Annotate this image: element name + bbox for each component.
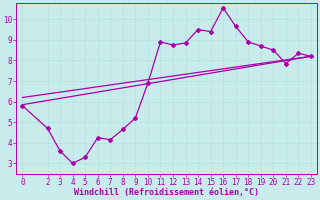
X-axis label: Windchill (Refroidissement éolien,°C): Windchill (Refroidissement éolien,°C) xyxy=(74,188,259,197)
